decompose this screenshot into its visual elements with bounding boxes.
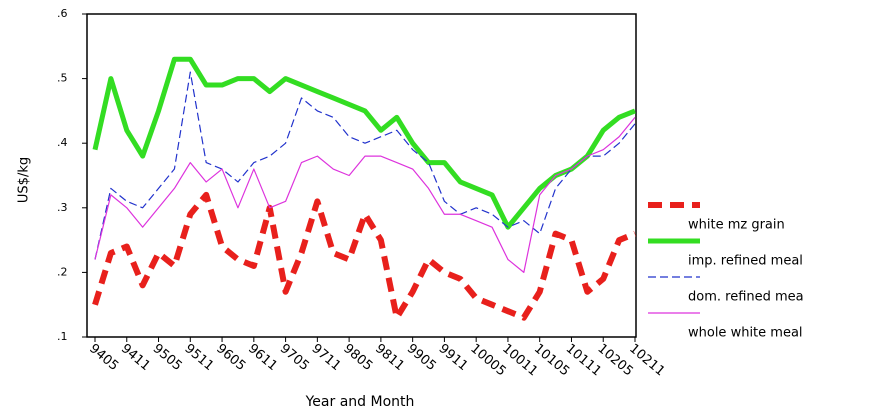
x-tick-label: 10011: [499, 341, 540, 379]
x-tick-label: 9911: [436, 341, 471, 374]
y-tick-label: .1: [57, 330, 68, 343]
y-tick-label: .5: [57, 72, 68, 85]
x-tick-label: 9905: [404, 341, 439, 374]
x-tick-label: 9405: [86, 341, 121, 374]
y-axis-title: US$/kg: [17, 157, 32, 203]
plot-frame: [86, 13, 637, 338]
x-axis-title: Year and Month: [305, 394, 415, 410]
data-line: [92, 191, 637, 321]
y-tick-label: .6: [57, 7, 68, 20]
data-line: [92, 56, 636, 230]
legend-label: whole white meal: [688, 326, 803, 341]
y-tick-label: .4: [57, 136, 68, 149]
x-tick-label: 9705: [277, 341, 312, 374]
x-tick-label: 10105: [531, 341, 572, 379]
x-tick-label: 9711: [309, 341, 344, 374]
x-tick-label: 10205: [594, 341, 635, 379]
x-tick-label: 9811: [372, 341, 407, 374]
x-tick-label: 9505: [150, 341, 185, 374]
x-tick-label: 10005: [467, 341, 508, 379]
data-line: [94, 116, 636, 273]
data-line: [94, 71, 636, 260]
x-tick-label: 9805: [340, 341, 375, 374]
legend-label: imp. refined meal: [688, 254, 803, 269]
legend-label: white mz grain: [688, 218, 785, 233]
x-tick-label: 10211: [626, 341, 667, 379]
y-tick-label: .3: [57, 201, 68, 214]
x-tick-label: 9411: [118, 341, 153, 374]
legend-label: dom. refined mea: [688, 290, 804, 305]
x-tick-label: 9511: [181, 341, 216, 374]
x-tick-label: 9611: [245, 341, 280, 374]
x-tick-label: 10111: [563, 341, 604, 379]
y-tick-label: .2: [57, 265, 68, 278]
x-tick-label: 9605: [213, 341, 248, 374]
